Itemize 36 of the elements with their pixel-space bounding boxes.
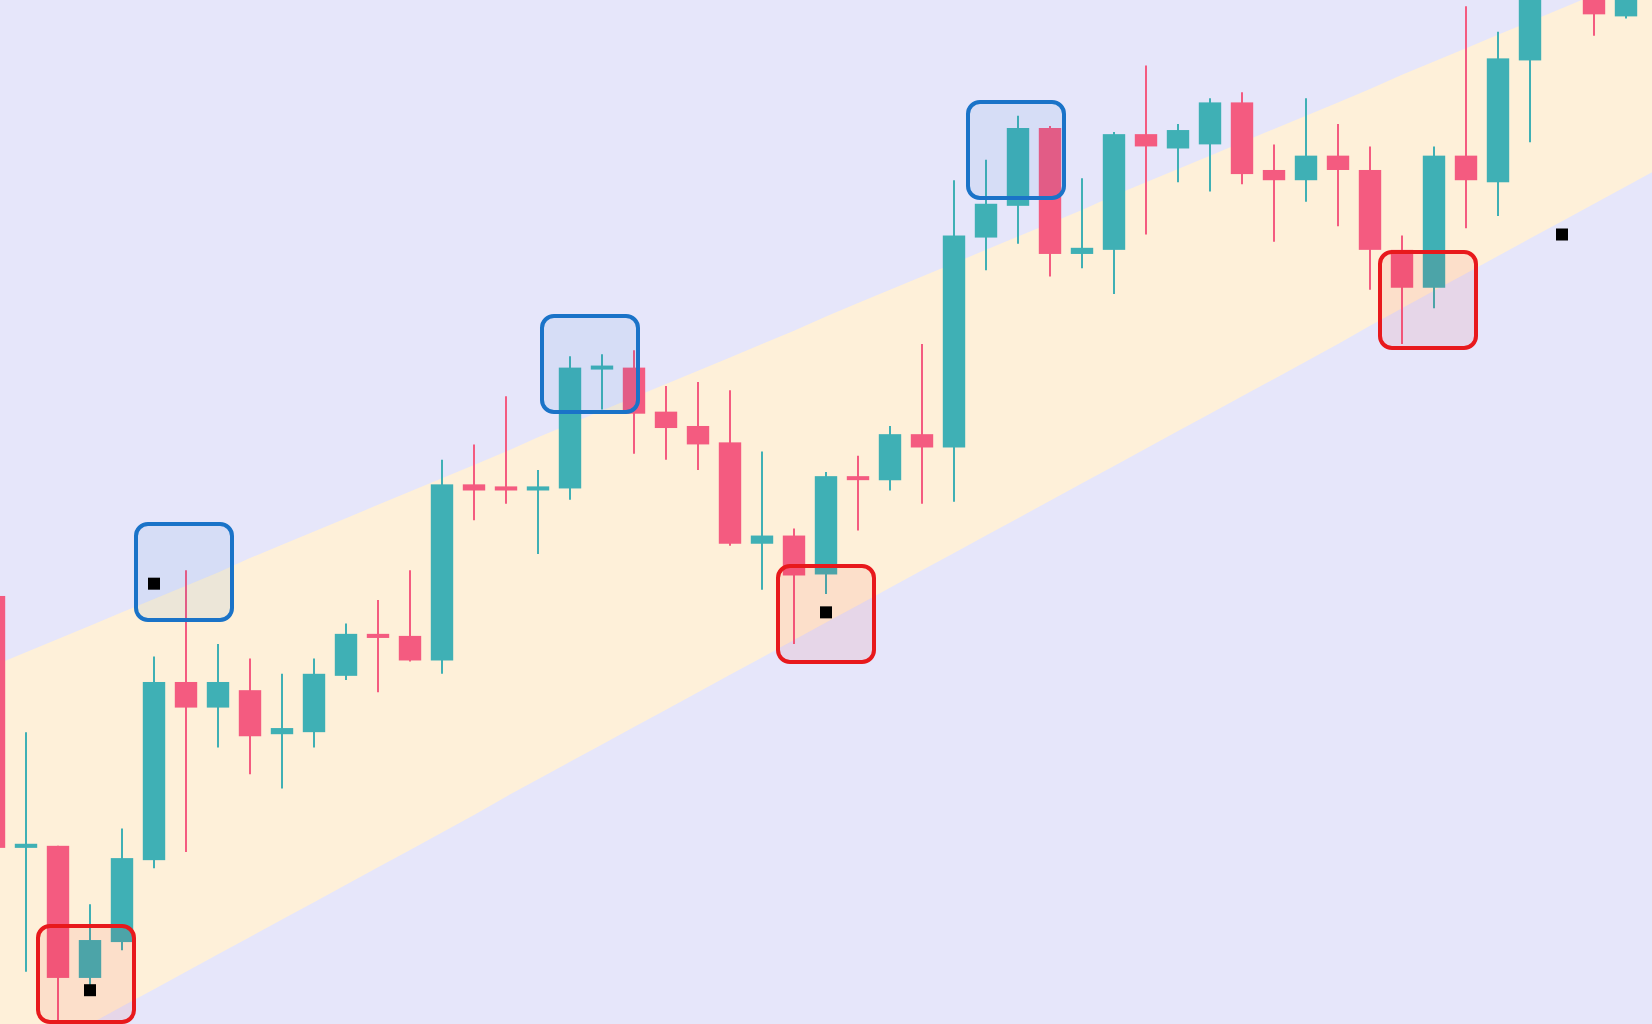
candlestick [14, 731, 38, 973]
candlestick [590, 353, 614, 411]
candlestick [1582, 0, 1606, 37]
candlestick [654, 385, 678, 461]
candlestick [1070, 177, 1094, 270]
candlestick [1134, 64, 1158, 236]
candlestick [270, 672, 294, 790]
candlestick [174, 569, 198, 853]
candlestick [238, 657, 262, 776]
candlestick [782, 527, 806, 646]
point [1556, 228, 1568, 241]
candlestick [462, 443, 486, 522]
point [820, 606, 832, 619]
candlestick [1166, 122, 1190, 184]
candlestick [1454, 5, 1478, 230]
point [148, 577, 160, 590]
candlestick [1390, 234, 1414, 346]
candlestick [206, 643, 230, 749]
candlestick [1262, 143, 1286, 243]
candlestick [686, 380, 710, 472]
candlestick [878, 424, 902, 492]
candlestick [494, 395, 518, 505]
candlestick [846, 454, 870, 532]
candlestick [622, 349, 646, 455]
candlestick [526, 469, 550, 555]
candlestick [910, 343, 934, 505]
candlestick [1326, 122, 1350, 228]
candlestick [750, 450, 774, 591]
candlestick [1614, 0, 1638, 20]
candlestick [1198, 97, 1222, 193]
candlestick [398, 569, 422, 663]
candlestick [974, 158, 998, 272]
candlestick [334, 622, 358, 681]
candlestick [366, 599, 390, 694]
point [84, 984, 96, 997]
candlestick [1294, 97, 1318, 203]
